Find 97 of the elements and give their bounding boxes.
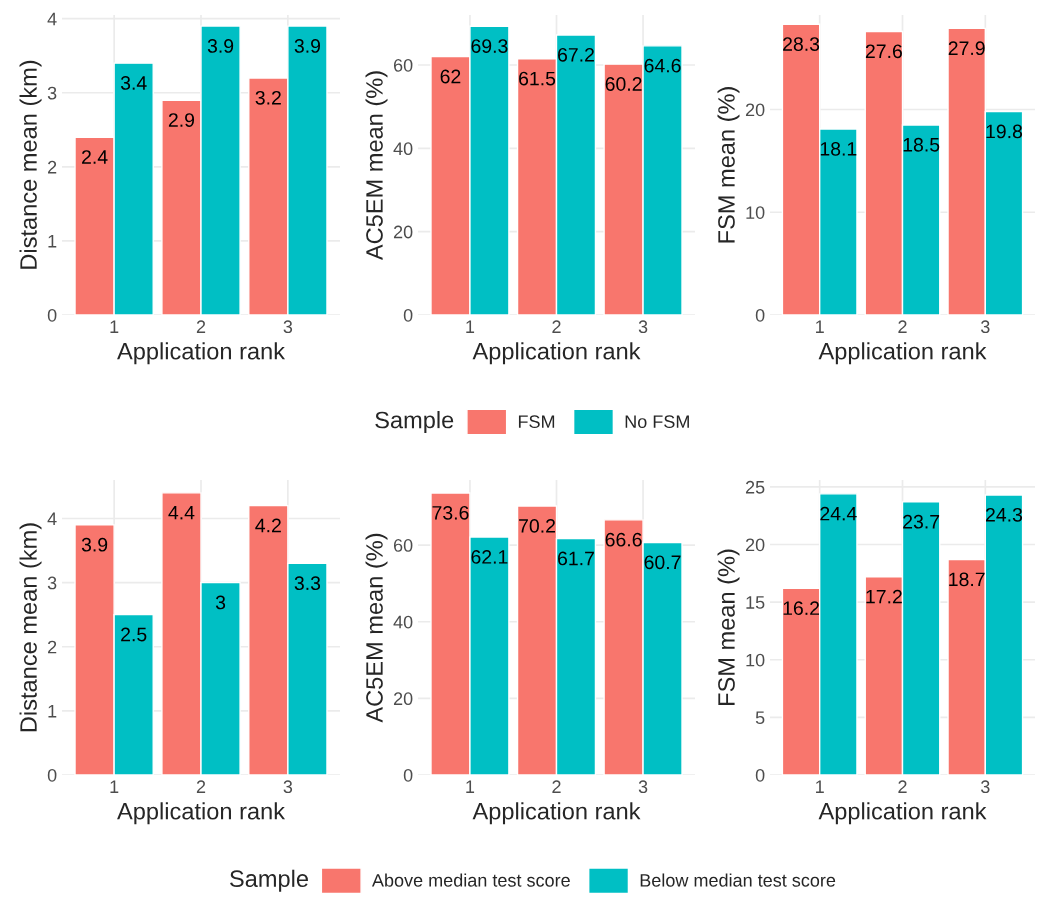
y-tick-label: 4 [47,512,57,526]
y-tick-label: 20 [393,225,413,239]
data-label: 3.9 [294,39,321,53]
data-label: 3.9 [81,537,108,552]
x-axis-title: Application rank [117,342,286,365]
x-tick-label: 2 [552,780,561,793]
y-tick-label: 60 [393,539,413,552]
data-label: 3.4 [120,76,147,90]
y-tick-label: 25 [745,480,765,494]
data-label: 61.7 [558,551,594,566]
y-tick-label: 0 [755,768,765,782]
data-label: 3.9 [207,39,234,53]
data-label: 24.3 [986,507,1023,522]
y-tick-label: 40 [393,615,413,629]
data-label: 18.5 [903,137,940,152]
x-tick-label: 2 [898,320,907,333]
x-tick-label: 3 [638,780,648,794]
data-label: 17.2 [866,589,902,604]
x-axis-title: Application rank [818,342,987,365]
data-label: 62.1 [471,550,508,564]
x-tick-label: 1 [466,320,475,333]
y-axis-title: Distance mean (km) [19,523,42,732]
legend-label: No FSM [625,415,689,429]
y-axis-title: FSM mean (%) [717,87,740,243]
x-tick-label: 1 [816,320,824,333]
data-label: 27.6 [865,44,902,59]
x-tick-label: 2 [196,320,206,333]
y-tick-label: 5 [755,711,765,725]
y-tick-label: 3 [47,86,57,100]
y-axis-title: AC5EM mean (%) [365,533,388,723]
y-axis-title: AC5EM mean (%) [365,71,388,261]
y-tick-label: 20 [745,103,765,117]
legend-title: Sample [375,411,454,434]
data-label: 2.5 [121,627,147,642]
y-tick-label: 1 [48,704,57,718]
data-label: 4.2 [255,518,281,533]
data-label: 60.7 [644,555,681,570]
data-label: 3.2 [255,90,281,105]
x-tick-label: 3 [638,320,648,334]
y-tick-label: 3 [47,576,57,590]
y-tick-label: 0 [403,768,413,782]
data-label: 28.3 [783,37,820,51]
x-tick-label: 3 [980,780,990,794]
y-tick-label: 0 [47,308,57,322]
data-label: 27.9 [948,41,985,56]
x-tick-label: 2 [196,780,206,793]
y-tick-label: 10 [746,653,765,667]
y-tick-label: 0 [403,308,413,322]
y-tick-label: 20 [393,692,413,706]
y-tick-label: 0 [47,768,57,782]
x-tick-label: 3 [283,780,293,794]
x-tick-label: 1 [816,780,824,793]
y-tick-label: 10 [746,206,765,219]
x-tick-label: 3 [283,320,293,334]
data-label: 64.6 [644,58,681,73]
data-label: 2.4 [82,150,108,164]
y-tick-label: 4 [47,12,57,26]
data-label: 66.6 [605,532,642,547]
y-axis-title: FSM mean (%) [717,549,740,705]
data-label: 69.3 [471,39,508,53]
x-axis-title: Application rank [818,802,987,825]
legend-label: FSM [518,415,555,429]
legend-title: Sample [230,869,308,892]
y-tick-label: 2 [48,640,57,654]
data-label: 62 [440,69,461,84]
data-label: 19.8 [986,124,1023,139]
data-label: 67.2 [558,47,594,62]
x-axis-title: Application rank [472,342,641,365]
x-tick-label: 1 [466,780,475,793]
x-tick-label: 1 [110,320,119,333]
data-label: 4.4 [168,505,195,520]
x-tick-label: 1 [110,780,119,793]
data-label: 3.3 [294,576,321,591]
data-label: 18.7 [949,572,985,587]
data-label: 60.2 [605,77,642,91]
y-tick-label: 1 [48,235,57,248]
y-axis-title: Distance mean (km) [19,60,42,269]
legend-label: Above median test score [371,873,570,887]
x-axis-title: Application rank [472,802,641,825]
y-tick-label: 40 [393,142,413,156]
data-label: 23.7 [903,514,940,529]
x-axis-title: Application rank [117,802,286,825]
x-tick-label: 3 [980,320,990,334]
y-tick-label: 60 [393,58,413,72]
data-label: 70.2 [519,519,555,533]
y-tick-label: 0 [755,308,765,322]
x-tick-label: 2 [552,320,561,333]
data-label: 3 [215,595,226,610]
y-tick-label: 2 [48,160,57,174]
data-label: 2.9 [168,113,195,127]
data-label: 61.5 [519,71,556,86]
data-label: 73.6 [432,505,469,520]
y-tick-label: 20 [745,538,765,552]
y-tick-label: 15 [746,596,765,609]
x-tick-label: 2 [898,780,907,793]
legend-label: Below median test score [640,873,836,887]
data-label: 16.2 [783,601,819,616]
